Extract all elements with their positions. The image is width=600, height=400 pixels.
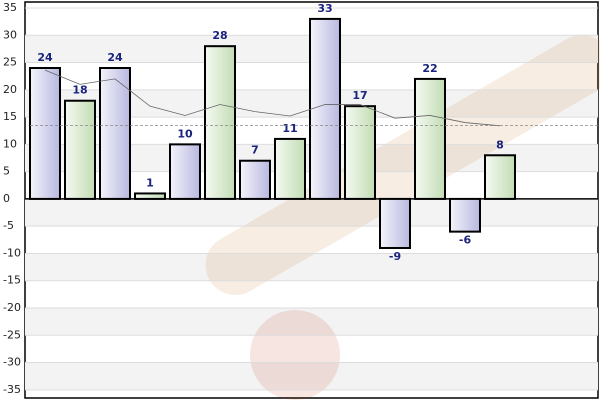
- bar: [414, 77, 446, 200]
- trend-line: [44, 69, 501, 127]
- bar: [134, 192, 166, 200]
- y-tick-label: -35: [3, 383, 21, 396]
- bar: [484, 154, 516, 200]
- bar: [379, 197, 411, 249]
- y-tick-label: 25: [3, 56, 17, 69]
- bar: [169, 143, 201, 200]
- y-tick-label: -15: [3, 274, 21, 287]
- value-label: 18: [72, 84, 87, 97]
- value-label: 8: [496, 138, 504, 151]
- value-label: 22: [422, 62, 437, 75]
- value-label: 7: [251, 144, 259, 157]
- y-tick-label: -20: [3, 301, 21, 314]
- value-label: -6: [459, 234, 472, 247]
- y-tick-label: 20: [3, 83, 17, 96]
- bar: [274, 137, 306, 200]
- bar: [64, 99, 96, 200]
- value-label: 17: [352, 89, 367, 102]
- y-tick-label: 0: [3, 192, 10, 205]
- bar: [239, 159, 271, 200]
- value-label: 10: [177, 127, 193, 140]
- band: [25, 198, 598, 227]
- y-tick-label: 35: [3, 1, 17, 14]
- value-label: 11: [282, 122, 297, 135]
- bar: [309, 17, 341, 200]
- bar: [344, 105, 376, 200]
- band: [25, 308, 598, 336]
- bar: [29, 67, 61, 200]
- y-tick-label: 15: [3, 110, 17, 123]
- value-label: 24: [107, 51, 123, 64]
- band: [25, 253, 598, 281]
- value-label: 24: [37, 51, 53, 64]
- value-label: -9: [389, 250, 401, 263]
- value-label: 33: [317, 2, 332, 15]
- y-tick-label: 10: [3, 137, 17, 150]
- y-tick-label: 5: [3, 165, 10, 178]
- y-tick-label: -10: [3, 246, 21, 259]
- bar: [99, 67, 131, 200]
- bar: [204, 45, 236, 200]
- bar: [449, 197, 481, 233]
- watermark: [205, 35, 600, 400]
- value-label: 1: [146, 176, 154, 189]
- y-tick-label: -25: [3, 328, 21, 341]
- y-tick-label: -30: [3, 356, 21, 369]
- y-tick-label: 30: [3, 28, 17, 41]
- y-tick-label: -5: [3, 219, 14, 232]
- value-label: 28: [212, 29, 227, 42]
- band: [25, 362, 598, 390]
